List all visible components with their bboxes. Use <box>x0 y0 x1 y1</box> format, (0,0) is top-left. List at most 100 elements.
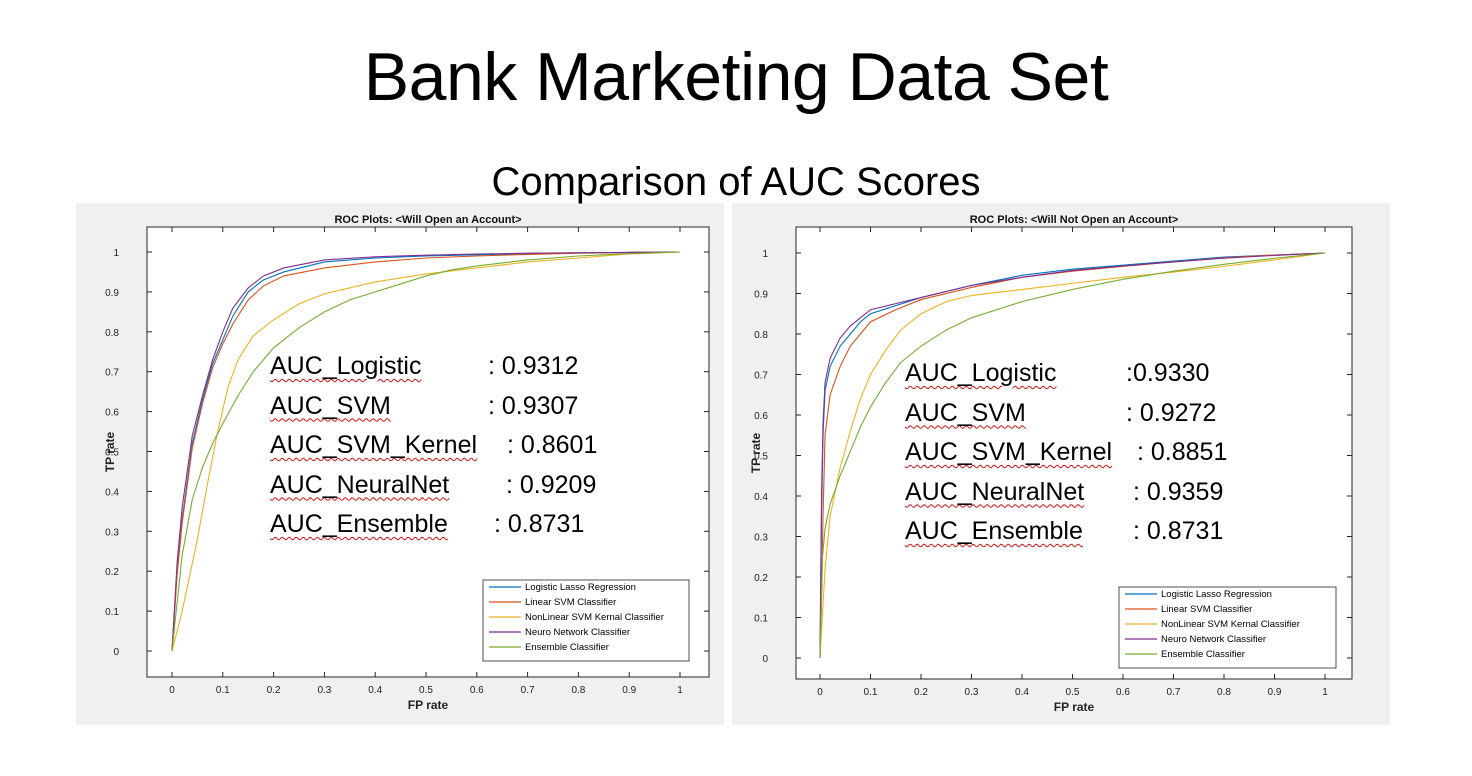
auc-score-label: AUC_NeuralNet <box>270 470 450 499</box>
legend-entry: Linear SVM Classifier <box>1161 604 1252 615</box>
x-tick-label: 0.5 <box>1066 687 1080 698</box>
legend-entry: Logistic Lasso Regression <box>525 582 636 593</box>
auc-score-label: AUC_SVM_Kernel <box>905 438 1113 466</box>
y-tick-label: 0.4 <box>105 487 119 498</box>
y-tick-label: 0.2 <box>754 573 768 584</box>
x-tick-label: 0.3 <box>317 685 331 696</box>
y-tick-label: 0.3 <box>754 533 768 544</box>
y-tick-label: 0.7 <box>105 368 119 379</box>
auc-score-row: AUC_Ensemble : 0.8731 <box>905 512 1223 552</box>
auc-score-label: AUC_Ensemble <box>270 510 448 538</box>
auc-score-label: AUC_SVM <box>905 398 1026 427</box>
y-tick-label: 0.6 <box>105 408 119 419</box>
slide-subtitle: Comparison of AUC Scores <box>491 160 981 204</box>
auc-score-label: AUC_SVM <box>270 391 391 420</box>
x-tick-label: 0.7 <box>1167 687 1181 698</box>
auc-score-row: AUC_SVM_Kernel : 0.8851 <box>905 433 1227 473</box>
auc-score-row: AUC_NeuralNet : 0.9209 <box>270 466 596 506</box>
y-tick-label: 0.8 <box>105 328 119 339</box>
x-tick-label: 0.2 <box>914 687 928 698</box>
y-tick-label: 0.5 <box>105 448 119 459</box>
x-tick-label: 0.6 <box>1116 687 1130 698</box>
auc-score-value: : 0.8731 <box>1133 517 1224 545</box>
auc-score-row: AUC_SVM_Kernel : 0.8601 <box>270 426 597 466</box>
series-line-4 <box>819 252 1326 659</box>
auc-score-row: AUC_SVM : 0.9272 <box>905 394 1216 434</box>
x-tick-label: 0.9 <box>1268 687 1282 698</box>
x-tick-label: 0.3 <box>965 687 979 698</box>
chart-title: ROC Plots: <Will Open an Account> <box>334 214 521 226</box>
x-axis-label: FP rate <box>408 698 449 712</box>
y-tick-label: 0.6 <box>754 411 768 422</box>
y-tick-label: 0 <box>113 647 119 658</box>
slide-title: Bank Marketing Data Set <box>363 39 1109 115</box>
auc-score-row: AUC_Logistic : 0.9312 <box>270 347 578 387</box>
y-tick-label: 1 <box>762 249 768 260</box>
auc-score-value: : 0.9359 <box>1133 477 1224 506</box>
auc-score-value: : 0.8731 <box>494 510 585 538</box>
x-tick-label: 0.4 <box>368 685 382 696</box>
auc-scores-open-account: AUC_Logistic: 0.9312 AUC_SVM: 0.9307 AUC_S… <box>270 347 597 545</box>
auc-score-value: : 0.8601 <box>507 431 598 459</box>
x-tick-label: 0.7 <box>521 685 535 696</box>
x-tick-label: 0.8 <box>571 685 585 696</box>
legend-entry: NonLinear SVM Kernal Classifier <box>1161 619 1300 630</box>
x-tick-label: 0 <box>169 685 175 696</box>
legend-entry: NonLinear SVM Kernal Classifier <box>525 612 664 623</box>
roc-plot-not-open-account: ROC Plots: <Will Not Open an Account> 0 0.… <box>749 214 1353 714</box>
x-tick-label: 0.8 <box>1217 687 1231 698</box>
y-tick-label: 0.3 <box>105 527 119 538</box>
y-tick-label: 0.9 <box>754 290 768 301</box>
chart-legend: Logistic Lasso Regression Linear SVM Clas… <box>1118 586 1337 669</box>
y-tick-label: 1 <box>113 248 119 259</box>
auc-score-row: AUC_Logistic:0.9330 <box>905 354 1209 394</box>
auc-score-value: : 0.9312 <box>488 352 579 380</box>
x-tick-label: 0.1 <box>216 685 230 696</box>
roc-figure-not-open-account: ROC Plots: <Will Not Open an Account> 0 0.… <box>732 203 1390 725</box>
auc-score-value: : 0.8851 <box>1137 438 1228 466</box>
y-tick-label: 0.1 <box>105 607 119 618</box>
y-tick-label: 0.4 <box>754 492 768 503</box>
auc-score-label: AUC_Logistic <box>905 359 1057 387</box>
x-tick-label: 1 <box>677 685 683 696</box>
auc-score-value: : 0.9209 <box>506 470 597 499</box>
auc-score-row: AUC_SVM : 0.9307 <box>270 387 578 427</box>
series-line-3 <box>171 251 681 652</box>
legend-entry: Neuro Network Classifier <box>525 627 630 638</box>
chart-title: ROC Plots: <Will Not Open an Account> <box>970 214 1179 226</box>
x-tick-label: 1 <box>1322 687 1328 698</box>
auc-score-value: : 0.9307 <box>488 391 579 420</box>
auc-score-value: : 0.9272 <box>1126 398 1217 427</box>
x-axis-label: FP rate <box>1054 700 1095 714</box>
series-line-4 <box>171 251 681 652</box>
y-tick-label: 0.7 <box>754 371 768 382</box>
auc-score-row: AUC_Ensemble : 0.8731 <box>270 505 584 545</box>
x-tick-label: 0.2 <box>267 685 281 696</box>
auc-score-row: AUC_NeuralNet: 0.9359 <box>905 473 1223 513</box>
y-tick-label: 0.2 <box>105 567 119 578</box>
x-tick-label: 0.1 <box>864 687 878 698</box>
y-axis-label: TP rate <box>749 432 763 473</box>
auc-score-label: AUC_SVM_Kernel <box>270 431 478 459</box>
y-tick-label: 0 <box>762 654 768 665</box>
y-tick-label: 0.1 <box>754 614 768 625</box>
x-tick-label: 0.5 <box>419 685 433 696</box>
auc-score-label: AUC_Logistic <box>270 352 422 380</box>
x-tick-label: 0.9 <box>622 685 636 696</box>
x-tick-label: 0.6 <box>470 685 484 696</box>
series-line-1 <box>171 251 681 652</box>
auc-score-label: AUC_Ensemble <box>905 517 1083 545</box>
roc-figure-open-account: ROC Plots: <Will Open an Account> 0 0.1 0.2… <box>76 203 724 725</box>
chart-legend: Logistic Lasso Regression Linear SVM Clas… <box>482 579 690 662</box>
legend-entry: Ensemble Classifier <box>1161 649 1245 660</box>
legend-entry: Logistic Lasso Regression <box>1161 589 1272 600</box>
y-tick-label: 0.8 <box>754 330 768 341</box>
x-tick-label: 0 <box>817 687 823 698</box>
roc-plot-open-account: ROC Plots: <Will Open an Account> 0 0.1 0.2… <box>103 214 710 712</box>
legend-entry: Neuro Network Classifier <box>1161 634 1266 645</box>
legend-entry: Ensemble Classifier <box>525 642 609 653</box>
series-line-2 <box>819 252 1326 659</box>
y-tick-label: 0.9 <box>105 288 119 299</box>
y-tick-label: 0.5 <box>754 452 768 463</box>
y-axis-label: TP rate <box>103 431 117 472</box>
